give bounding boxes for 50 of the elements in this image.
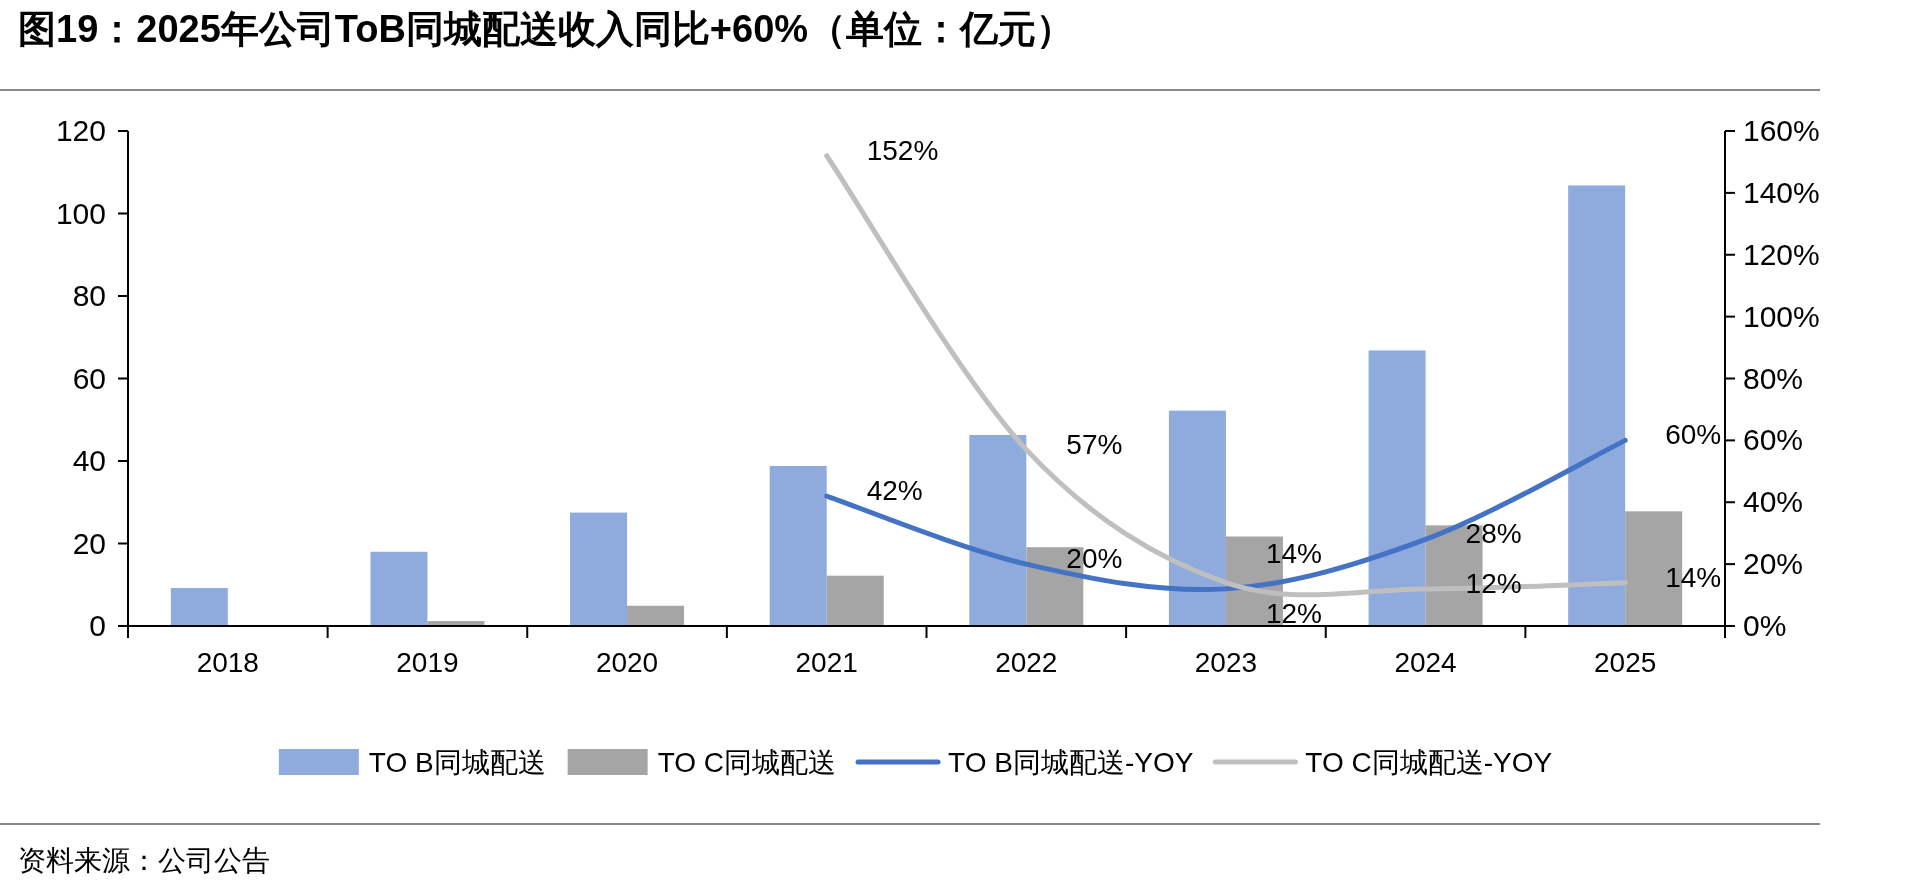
data-label: 57% bbox=[1066, 428, 1123, 460]
bar bbox=[1168, 410, 1226, 626]
y-tick-label: 20 bbox=[72, 526, 106, 560]
x-tick-label: 2021 bbox=[795, 647, 858, 678]
x-tick-label: 2023 bbox=[1194, 647, 1258, 678]
bar bbox=[627, 605, 685, 626]
bar bbox=[170, 588, 228, 626]
y2-tick-label: 140% bbox=[1743, 175, 1820, 209]
annotation: 资料来源：公司公告 bbox=[18, 845, 270, 876]
bar bbox=[570, 512, 628, 626]
y2-tick-label: 60% bbox=[1743, 423, 1804, 457]
y2-tick-label: 100% bbox=[1743, 299, 1820, 333]
y-tick-label: 120 bbox=[55, 114, 106, 147]
bar bbox=[1568, 185, 1626, 626]
legend-label: TO C同城配送-YOY bbox=[1305, 747, 1553, 778]
legend-label: TO C同城配送 bbox=[657, 747, 837, 778]
x-tick-label: 2019 bbox=[396, 647, 459, 678]
x-tick-label: 2018 bbox=[196, 647, 259, 678]
y-tick-label: 80 bbox=[72, 279, 106, 312]
data-label: 12% bbox=[1265, 597, 1322, 629]
y2-tick-label: 120% bbox=[1743, 237, 1820, 271]
legend-label: TO B同城配送-YOY bbox=[948, 747, 1194, 778]
y2-tick-label: 80% bbox=[1743, 361, 1804, 395]
y2-tick-label: 160% bbox=[1743, 114, 1820, 147]
y-tick-label: 100 bbox=[55, 196, 106, 230]
x-tick-label: 2020 bbox=[595, 647, 659, 678]
x-tick-label: 2022 bbox=[995, 647, 1058, 678]
y2-tick-label: 40% bbox=[1743, 485, 1804, 519]
bar bbox=[370, 551, 428, 626]
data-label: 42% bbox=[866, 475, 923, 507]
bar bbox=[969, 435, 1027, 626]
bar bbox=[826, 575, 884, 626]
data-label: 152% bbox=[866, 134, 939, 166]
data-label: 14% bbox=[1665, 561, 1722, 593]
y-tick-label: 0 bbox=[89, 609, 106, 642]
bar bbox=[1368, 350, 1426, 626]
bar bbox=[769, 465, 827, 626]
x-tick-label: 2024 bbox=[1394, 647, 1457, 678]
y2-tick-label: 20% bbox=[1743, 547, 1804, 581]
data-label: 12% bbox=[1465, 567, 1522, 599]
title: 图19：2025年公司ToB同城配送收入同比+60%（单位：亿元） bbox=[18, 8, 1075, 50]
data-label: 60% bbox=[1665, 419, 1722, 451]
data-label: 20% bbox=[1066, 543, 1123, 575]
x-tick-label: 2025 bbox=[1594, 647, 1657, 678]
y-tick-label: 60 bbox=[72, 361, 106, 395]
data-label: 14% bbox=[1265, 537, 1322, 569]
y2-tick-label: 0% bbox=[1743, 609, 1787, 642]
legend-label: TO B同城配送 bbox=[368, 747, 546, 778]
data-label: 28% bbox=[1465, 518, 1522, 550]
y-tick-label: 40 bbox=[72, 444, 106, 477]
